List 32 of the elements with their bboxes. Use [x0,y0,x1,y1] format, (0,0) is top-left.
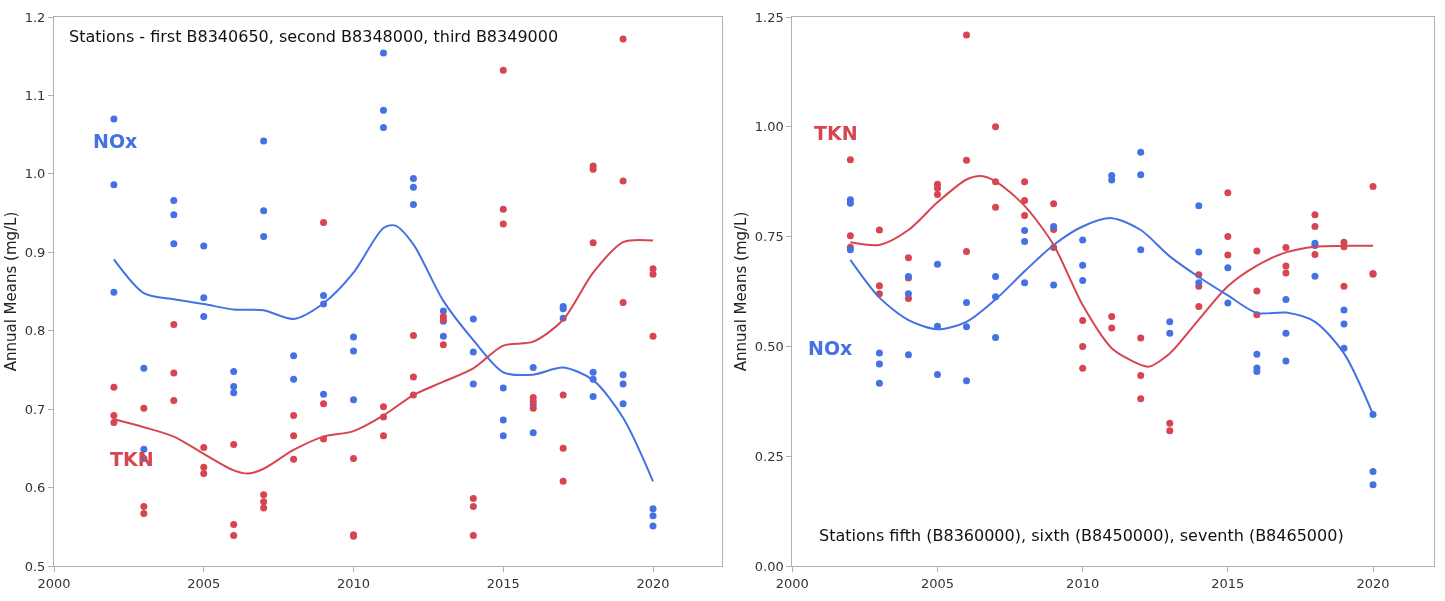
x-tick-label: 2015 [1211,575,1245,591]
y-tick-label: 0.00 [754,558,784,574]
text: Stations fifth (B8360000), sixth (B8450000), seventh (B8465000) [819,526,1344,545]
y-tick-label: 1.0 [24,166,46,182]
x-tick-label: 2020 [1356,575,1390,591]
x-tick-label: 2015 [486,575,520,591]
y-tick-label: 1.1 [24,87,46,103]
y-tick-label: 0.8 [24,323,46,339]
series-label: NOx [93,130,138,152]
y-tick-label: 0.5 [24,558,46,574]
text: Stations - first B8340650, second B8348000, third B8349000 [69,27,559,46]
series-label: TKN [814,122,858,144]
y-tick-label: 0.75 [754,229,784,245]
y-tick-label: 1.25 [754,9,784,25]
x-tick-label: 2010 [336,575,371,591]
x-tick-label: 2000 [775,575,809,591]
x-tick-label: 2000 [37,575,71,591]
y-axis-title: Annual Means (mg/L) [732,211,750,372]
y-tick-label: 0.6 [24,480,46,496]
y-tick-label: 0.7 [24,401,46,417]
y-tick-label: 0.9 [24,244,46,260]
x-tick-label: 2005 [187,575,221,591]
x-tick-label: 2010 [1066,575,1100,591]
y-tick-label: 1.00 [754,119,784,135]
y-tick-label: 0.50 [754,338,784,354]
x-tick-label: 2005 [920,575,955,591]
y-axis-title: Annual Means (mg/L) [1,211,20,372]
series-label: NOx [808,337,853,359]
y-tick-label: 1.2 [24,9,46,25]
series-label: TKN [110,448,154,470]
y-tick-label: 0.25 [754,448,784,464]
x-tick-label: 2020 [636,575,670,591]
